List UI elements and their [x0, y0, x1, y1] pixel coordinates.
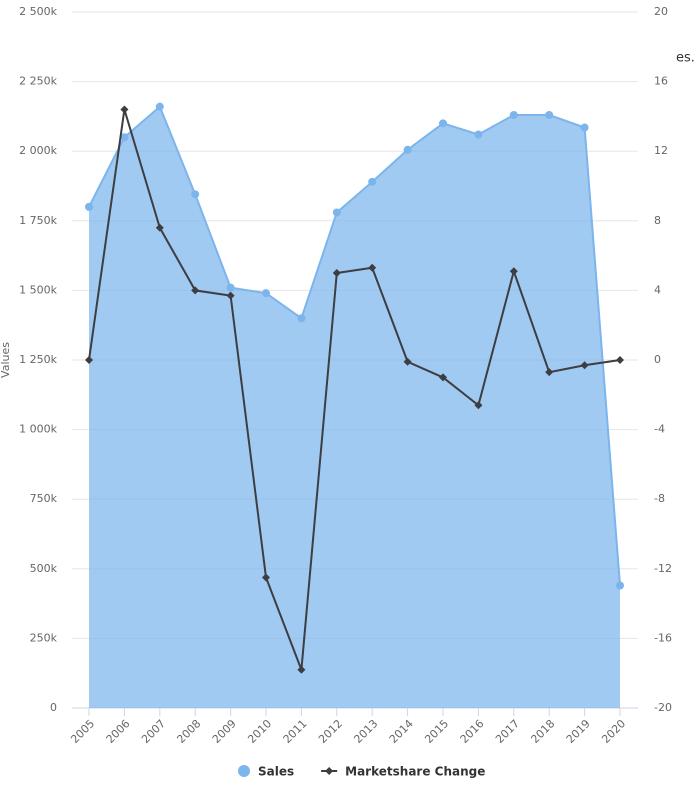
area-point	[191, 190, 200, 199]
x-tick-label: 2018	[528, 717, 557, 746]
area-point	[332, 208, 341, 217]
line-point	[403, 357, 412, 366]
y-tick-label: 750k	[30, 492, 58, 505]
x-tick-label: 2007	[139, 717, 168, 746]
line-point	[155, 223, 164, 232]
x-tick-label: 2010	[245, 717, 274, 746]
area-point	[262, 289, 270, 298]
line-point	[545, 368, 554, 377]
y-tick-label: 500k	[30, 562, 58, 575]
area-point	[580, 123, 589, 132]
y-tick-label: 1 500k	[19, 283, 57, 296]
y2-tick-label: -12	[654, 562, 672, 575]
y-tick-label: 1 250k	[19, 353, 57, 366]
line	[88, 109, 621, 671]
y-tick-label: 250k	[30, 631, 58, 644]
y2-tick-label: -4	[654, 423, 665, 436]
y2-tick-label: 0	[654, 353, 661, 366]
area-point	[226, 283, 235, 292]
area-point	[368, 177, 377, 186]
y-tick-label: 2 000k	[19, 144, 57, 157]
line-point	[332, 269, 341, 277]
area-point	[616, 581, 624, 590]
area-point	[120, 133, 129, 142]
x-tick-label: 2012	[316, 717, 345, 746]
y-tick-label: 1 750k	[19, 214, 57, 227]
legend-item: Sales	[238, 765, 294, 779]
y2-tick-label: 12	[654, 144, 668, 157]
y-tick-label: 2 500k	[19, 5, 57, 18]
x-tick-label: 2014	[387, 717, 416, 746]
y2-tick-label: 8	[654, 214, 661, 227]
line-point	[616, 356, 624, 364]
x-tick-label: 2013	[351, 717, 380, 746]
area	[89, 106, 620, 708]
legend-label: Marketshare Change	[345, 765, 485, 779]
x-tick-label: 2006	[104, 717, 133, 746]
y2-tick-label: 4	[654, 283, 661, 296]
line-point	[580, 361, 589, 370]
line-point	[474, 401, 483, 410]
y2-tick-label: 16	[654, 75, 668, 88]
legend-item: Marketshare Change	[321, 765, 485, 779]
line-point	[368, 263, 377, 272]
line-point	[509, 267, 518, 276]
line-point	[439, 373, 447, 382]
annotation: es.	[676, 51, 695, 66]
y2-tick-label: -8	[654, 492, 665, 505]
y-tick-label: 1 000k	[19, 423, 57, 436]
legend-symbol	[325, 767, 334, 775]
area-point	[474, 130, 483, 139]
line-point	[191, 286, 200, 295]
area-point	[439, 119, 447, 128]
y2-tick-label: -20	[654, 701, 672, 714]
x-tick-label: 2016	[458, 717, 487, 746]
line-point	[226, 291, 235, 300]
y-axis-title: Values	[0, 342, 12, 378]
legend-label: Sales	[258, 765, 294, 779]
x-tick-label: 2009	[210, 717, 239, 746]
y2-tick-label: 20	[654, 5, 668, 18]
x-tick-label: 2015	[422, 717, 451, 746]
line-point	[297, 665, 306, 674]
y-tick-label: 0	[50, 701, 57, 714]
x-tick-label: 2011	[281, 717, 310, 746]
area-point	[85, 202, 93, 211]
line-point	[262, 573, 270, 582]
line-point	[85, 356, 93, 364]
legend-symbol	[238, 765, 250, 777]
area-point	[297, 314, 306, 323]
area-line	[88, 104, 621, 586]
area-point	[509, 111, 518, 120]
line-point	[120, 105, 129, 114]
area-point	[545, 111, 554, 120]
y-tick-label: 2 250k	[19, 75, 57, 88]
x-tick-label: 2020	[599, 717, 628, 746]
y2-tick-label: -16	[654, 631, 672, 644]
x-tick-label: 2008	[174, 717, 203, 746]
x-tick-label: 2019	[564, 717, 593, 746]
x-tick-label: 2017	[493, 717, 522, 746]
x-tick-label: 2005	[68, 717, 97, 746]
area-point	[155, 102, 164, 111]
area-point	[403, 145, 412, 154]
